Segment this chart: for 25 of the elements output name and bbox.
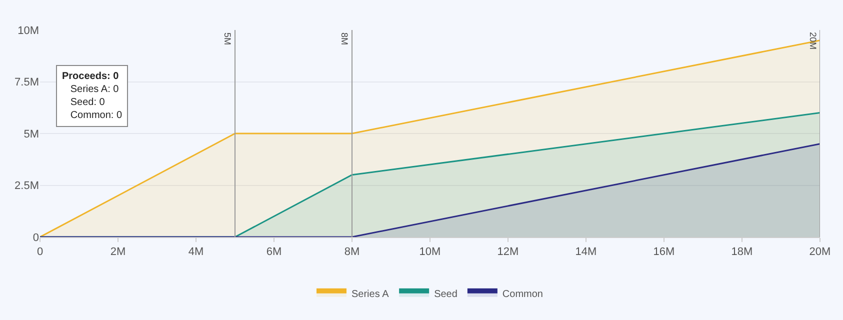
legend-label: Common: [502, 288, 544, 300]
annotation: Proceeds: 0: [62, 71, 120, 82]
annotation: Seed: 0: [62, 97, 106, 108]
x-tick-label: 10M: [419, 246, 441, 258]
x-tick-label: 20M: [809, 246, 831, 258]
legend-label: Series A: [352, 288, 390, 300]
x-tick-label: 18M: [731, 246, 753, 258]
annotation: Common: 0: [62, 110, 122, 121]
x-tick-label: 8M: [344, 246, 360, 258]
y-tick-label: 5M: [24, 128, 39, 140]
x-tick-label: 12M: [497, 246, 519, 258]
x-tick-label: 14M: [575, 246, 597, 258]
ref-line-label: 20M: [808, 32, 818, 50]
x-tick-label: 4M: [188, 246, 204, 258]
y-tick-label: 10M: [18, 24, 39, 37]
ref-line-label: 5M: [222, 32, 232, 46]
x-tick-label: 16M: [653, 246, 675, 258]
y-tick-label: 0: [32, 232, 39, 244]
ref-line-label: 8M: [340, 32, 350, 46]
x-tick-label: 2M: [110, 246, 126, 258]
legend-label: Seed: [434, 288, 458, 300]
x-tick-label: 6M: [266, 246, 282, 258]
y-tick-label: 2.5M: [14, 180, 39, 192]
annotation: Series A: 0: [62, 84, 120, 95]
y-tick-label: 7.5M: [14, 76, 39, 89]
